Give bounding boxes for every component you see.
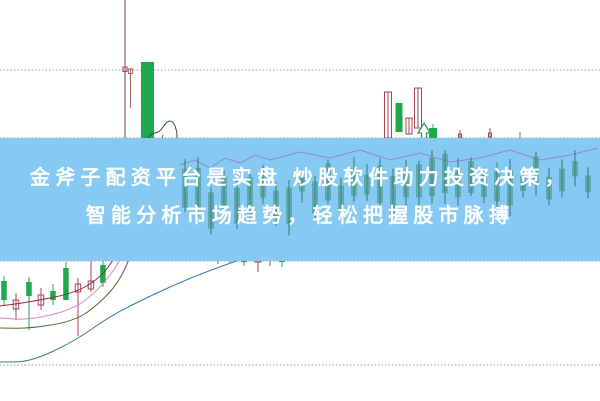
svg-text:金斧子配资平台是实盘 炒股软件助力投资决策，: 金斧子配资平台是实盘 炒股软件助力投资决策，	[29, 165, 570, 189]
svg-text:智能分析市场趋势，轻松把握股市脉搏: 智能分析市场趋势，轻松把握股市脉搏	[86, 203, 514, 227]
